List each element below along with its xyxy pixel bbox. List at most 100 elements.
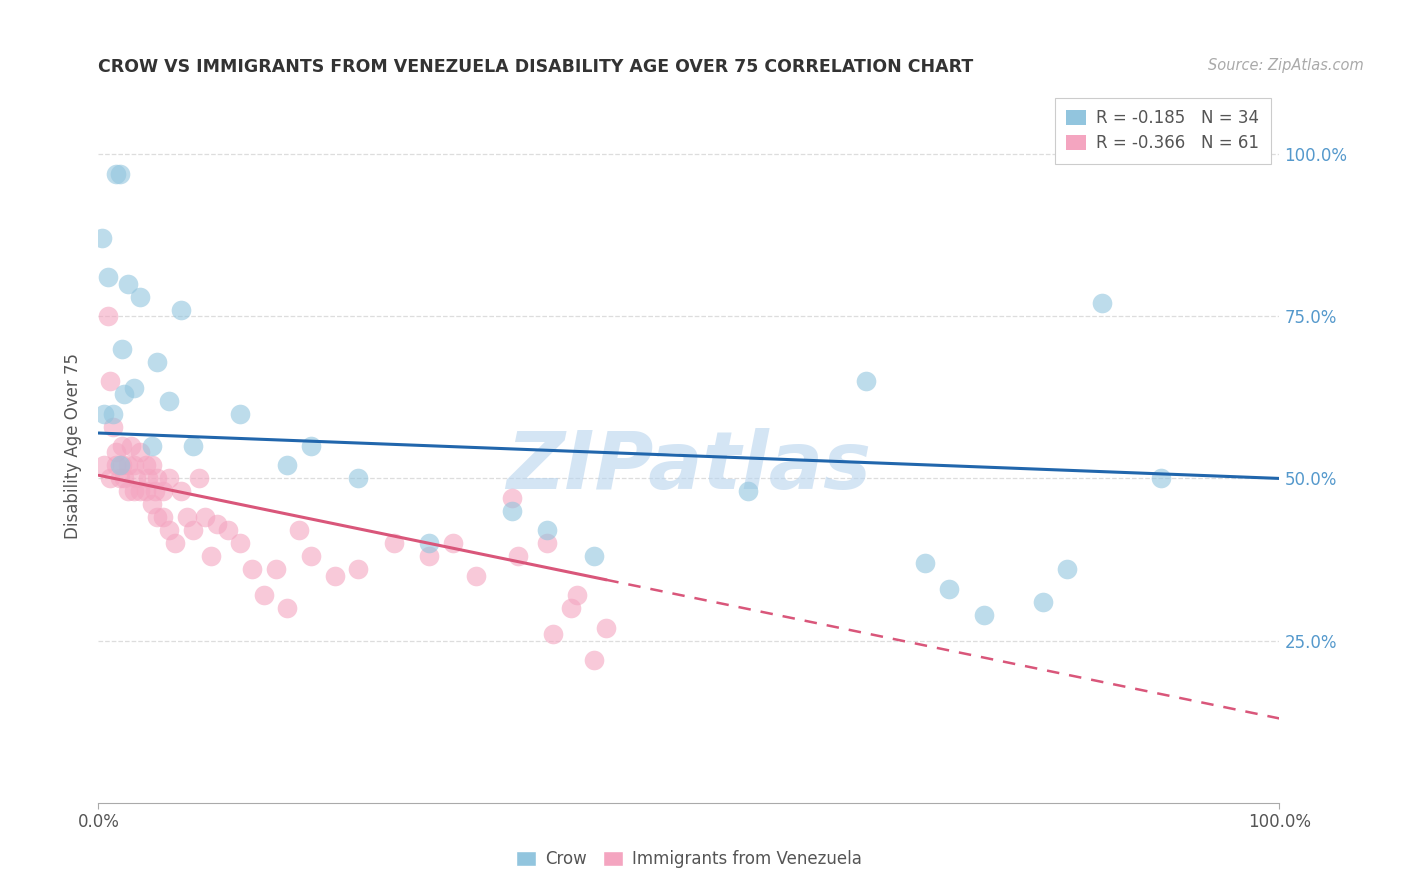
Point [288, 524, 311, 538]
Point [194, 510, 217, 524]
Point [1056, 562, 1078, 576]
Point [229, 536, 252, 550]
Point [382, 536, 405, 550]
Point [97, 310, 120, 324]
Point [737, 484, 759, 499]
Text: Source: ZipAtlas.com: Source: ZipAtlas.com [1208, 58, 1364, 73]
Point [112, 387, 135, 401]
Point [938, 582, 960, 596]
Point [105, 445, 128, 459]
Point [276, 601, 298, 615]
Point [181, 524, 204, 538]
Point [143, 484, 166, 499]
Point [187, 471, 209, 485]
Point [93, 407, 115, 421]
Point [98, 471, 121, 485]
Point [111, 439, 134, 453]
Point [157, 471, 180, 485]
Point [299, 549, 322, 564]
Point [595, 621, 617, 635]
Point [108, 167, 131, 181]
Point [93, 458, 115, 473]
Point [565, 588, 588, 602]
Point [146, 471, 169, 485]
Point [217, 524, 239, 538]
Point [181, 439, 204, 453]
Point [105, 458, 128, 473]
Point [146, 354, 169, 368]
Point [135, 458, 157, 473]
Point [165, 536, 187, 550]
Point [1150, 471, 1173, 485]
Point [98, 374, 121, 388]
Point [121, 439, 143, 453]
Point [141, 497, 163, 511]
Legend: Crow, Immigrants from Venezuela: Crow, Immigrants from Venezuela [510, 844, 868, 875]
Point [170, 484, 193, 499]
Point [299, 439, 322, 453]
Point [229, 407, 252, 421]
Point [141, 439, 163, 453]
Point [128, 290, 150, 304]
Y-axis label: Disability Age Over 75: Disability Age Over 75 [65, 353, 83, 539]
Point [176, 510, 198, 524]
Point [264, 562, 287, 576]
Point [97, 270, 120, 285]
Point [1032, 595, 1054, 609]
Point [146, 510, 169, 524]
Point [112, 471, 135, 485]
Point [152, 484, 174, 499]
Point [105, 167, 128, 181]
Point [111, 458, 134, 473]
Point [253, 588, 276, 602]
Point [276, 458, 298, 473]
Point [323, 568, 346, 582]
Point [501, 491, 523, 505]
Point [141, 458, 163, 473]
Point [122, 381, 145, 395]
Point [157, 393, 180, 408]
Point [541, 627, 564, 641]
Legend: R = -0.185   N = 34, R = -0.366   N = 61: R = -0.185 N = 34, R = -0.366 N = 61 [1054, 97, 1271, 163]
Point [135, 484, 157, 499]
Point [157, 524, 180, 538]
Point [418, 549, 440, 564]
Point [347, 562, 370, 576]
Point [108, 471, 131, 485]
Point [418, 536, 440, 550]
Point [117, 484, 139, 499]
Point [560, 601, 582, 615]
Point [122, 484, 145, 499]
Point [122, 458, 145, 473]
Point [128, 445, 150, 459]
Point [441, 536, 464, 550]
Point [117, 277, 139, 291]
Point [205, 516, 228, 531]
Point [506, 549, 529, 564]
Point [536, 536, 558, 550]
Point [583, 549, 606, 564]
Point [1091, 296, 1114, 310]
Point [152, 510, 174, 524]
Point [501, 504, 523, 518]
Text: CROW VS IMMIGRANTS FROM VENEZUELA DISABILITY AGE OVER 75 CORRELATION CHART: CROW VS IMMIGRANTS FROM VENEZUELA DISABI… [98, 58, 974, 76]
Point [101, 407, 124, 421]
Point [583, 653, 606, 667]
Point [136, 471, 159, 485]
Point [128, 484, 150, 499]
Point [91, 231, 114, 245]
Point [536, 524, 558, 538]
Point [108, 458, 131, 473]
Point [914, 556, 936, 570]
Text: ZIPatlas: ZIPatlas [506, 428, 872, 507]
Point [117, 458, 139, 473]
Point [125, 471, 148, 485]
Point [465, 568, 488, 582]
Point [973, 607, 995, 622]
Point [101, 419, 124, 434]
Point [170, 302, 193, 317]
Point [855, 374, 877, 388]
Point [240, 562, 263, 576]
Point [200, 549, 222, 564]
Point [111, 342, 134, 356]
